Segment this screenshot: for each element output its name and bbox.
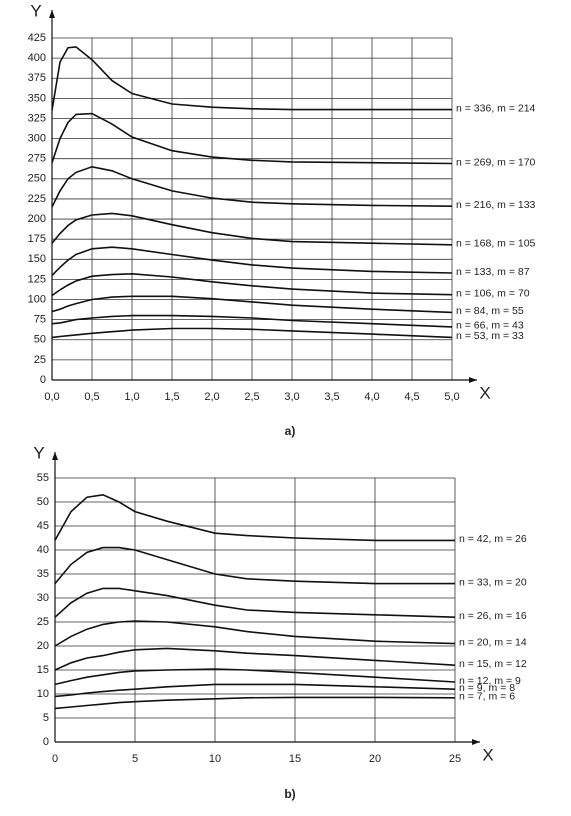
caption: b): [284, 787, 295, 801]
series-label: n = 12, m = 9: [459, 675, 521, 687]
series-label: n = 133, m = 87: [456, 266, 530, 278]
x-axis-label: X: [479, 383, 490, 402]
x-tick-label: 5: [132, 753, 138, 765]
x-arrow: [469, 377, 477, 383]
x-tick-label: 3,5: [324, 391, 339, 403]
y-tick-label: 125: [28, 273, 46, 285]
y-tick-label: 5: [43, 712, 49, 724]
curve: [51, 327, 453, 339]
y-tick-label: 15: [37, 664, 49, 676]
y-tick-label: 300: [28, 132, 46, 144]
curve: [54, 647, 456, 671]
y-tick-label: 0: [43, 736, 49, 748]
curve: [54, 668, 456, 686]
y-tick-label: 45: [37, 520, 49, 532]
curve: [54, 620, 456, 647]
x-tick-label: 25: [449, 753, 461, 765]
series-label: n = 216, m = 133: [456, 199, 536, 211]
caption: a): [285, 424, 296, 438]
y-tick-label: 400: [28, 52, 46, 64]
curve: [54, 683, 456, 698]
curve: [51, 112, 453, 165]
x-tick-label: 3,0: [284, 391, 299, 403]
x-tick-label: 2,0: [204, 391, 219, 403]
series-label: n = 26, m = 16: [459, 610, 527, 622]
series-label: n = 20, m = 14: [459, 636, 527, 648]
y-tick-label: 10: [37, 688, 49, 700]
series-label: n = 7, m = 6: [459, 691, 515, 703]
y-tick-label: 225: [28, 193, 46, 205]
x-tick-label: 20: [369, 753, 381, 765]
x-tick-label: 1,0: [124, 391, 139, 403]
y-tick-label: 35: [37, 568, 49, 580]
curve: [51, 212, 453, 246]
y-tick-label: 55: [37, 472, 49, 484]
y-tick-label: 100: [28, 293, 46, 305]
x-tick-label: 15: [289, 753, 301, 765]
series-label: n = 269, m = 170: [456, 156, 536, 168]
curve: [51, 295, 453, 314]
y-tick-label: 50: [34, 334, 46, 346]
y-tick-label: 75: [34, 314, 46, 326]
series-label: n = 33, m = 20: [459, 576, 527, 588]
y-tick-label: 20: [37, 640, 49, 652]
y-tick-label: 40: [37, 544, 49, 556]
curve: [51, 46, 452, 111]
series-label: n = 66, m = 43: [456, 320, 524, 332]
series-label: n = 84, m = 55: [456, 305, 524, 317]
curve: [51, 165, 453, 208]
series-label: n = 336, m = 214: [456, 102, 536, 114]
y-tick-label: 200: [28, 213, 46, 225]
x-axis-label: X: [482, 745, 493, 764]
x-tick-label: 0: [52, 753, 58, 765]
curve: [51, 246, 453, 276]
y-tick-label: 0: [40, 374, 46, 386]
y-tick-label: 25: [37, 616, 49, 628]
x-tick-label: 1,5: [164, 391, 179, 403]
x-tick-label: 10: [209, 753, 221, 765]
curve: [54, 493, 455, 542]
x-arrow: [472, 739, 480, 745]
series-label: n = 9, m = 8: [459, 682, 515, 694]
y-tick-label: 25: [34, 354, 46, 366]
curve: [54, 696, 456, 710]
x-tick-label: 4,0: [364, 391, 379, 403]
x-tick-label: 2,5: [244, 391, 259, 403]
curve: [54, 546, 455, 585]
y-tick-label: 50: [37, 496, 49, 508]
y-tick-label: 150: [28, 253, 46, 265]
y-tick-label: 325: [28, 112, 46, 124]
y-tick-label: 375: [28, 72, 46, 84]
y-tick-label: 350: [28, 92, 46, 104]
curve: [51, 272, 453, 297]
x-tick-label: 4,5: [404, 391, 419, 403]
y-axis-label: Y: [30, 1, 41, 20]
y-arrow: [49, 10, 55, 18]
y-tick-label: 425: [28, 32, 46, 44]
y-arrow: [52, 452, 58, 460]
y-axis-label: Y: [33, 443, 44, 462]
series-label: n = 168, m = 105: [456, 238, 536, 250]
y-tick-label: 175: [28, 233, 46, 245]
y-tick-label: 30: [37, 592, 49, 604]
x-tick-label: 0,0: [44, 391, 59, 403]
y-tick-label: 275: [28, 153, 46, 165]
x-tick-label: 5,0: [444, 391, 459, 403]
series-label: n = 106, m = 70: [456, 287, 530, 299]
series-label: n = 15, m = 12: [459, 658, 527, 670]
curve: [51, 314, 453, 328]
series-label: n = 42, m = 26: [459, 533, 527, 545]
y-tick-label: 250: [28, 173, 46, 185]
x-tick-label: 0,5: [84, 391, 99, 403]
series-label: n = 53, m = 33: [456, 330, 524, 342]
curve: [54, 587, 456, 618]
